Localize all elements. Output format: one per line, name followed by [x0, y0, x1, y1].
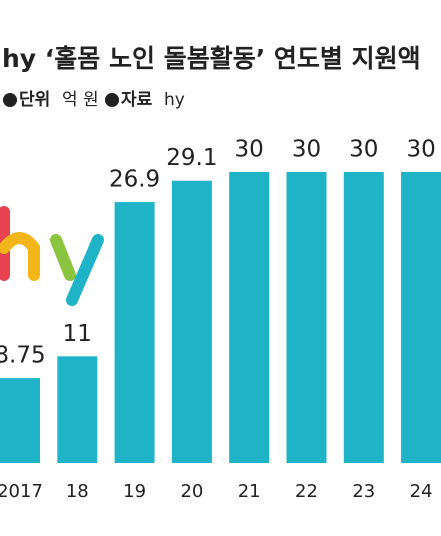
value-label: 30	[292, 137, 321, 163]
x-tick-label: 24	[410, 481, 433, 502]
chart-title: hy ‘홀몸 노인 돌봄활동’ 연도별 지원액	[2, 44, 421, 73]
x-tick-label: 21	[238, 481, 261, 502]
bar	[171, 180, 212, 464]
bar	[57, 356, 98, 463]
x-tick-label: 23	[352, 481, 375, 502]
bar	[0, 378, 40, 463]
value-label: 29.1	[166, 145, 217, 171]
bar	[343, 172, 384, 463]
x-tick-label: 18	[66, 481, 89, 502]
value-label: 30	[406, 137, 435, 163]
unit-label: 단위	[19, 90, 50, 110]
bar	[114, 202, 155, 463]
bar	[229, 172, 270, 463]
bar	[401, 172, 441, 463]
x-tick-label: 22	[295, 481, 318, 502]
bar	[286, 172, 327, 463]
bullet	[3, 93, 17, 107]
x-tick-label: 19	[123, 481, 146, 502]
source-label: 자료	[121, 90, 153, 110]
value-label: 11	[63, 321, 92, 347]
x-tick-label: 2017	[0, 481, 43, 502]
value-label: 30	[235, 137, 264, 163]
value-label: 26.9	[109, 167, 160, 193]
bullet	[105, 93, 119, 107]
x-tick-label: 20	[180, 481, 203, 502]
value-label: 30	[349, 137, 378, 163]
unit: 억 원	[62, 90, 99, 110]
logo	[0, 206, 104, 306]
source: hy	[164, 90, 185, 110]
value-label: 8.75	[0, 343, 46, 369]
